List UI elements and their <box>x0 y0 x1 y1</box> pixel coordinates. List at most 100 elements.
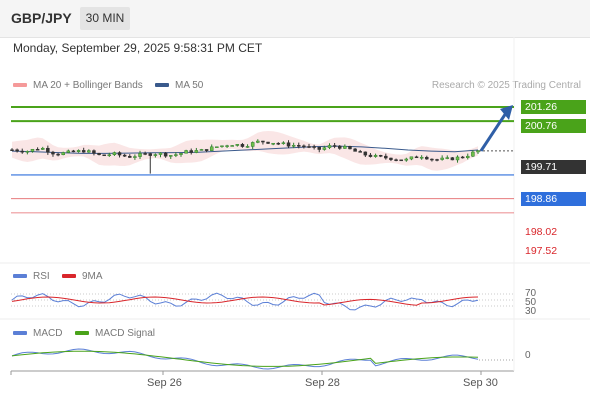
rsi-ma-swatch <box>62 274 76 279</box>
candle-body <box>414 156 419 159</box>
level-box-198-86: 198.86 <box>521 192 586 206</box>
candle-body <box>189 150 193 153</box>
legend-rsi-label: RSI <box>33 271 50 282</box>
candle-body <box>291 145 296 147</box>
candle-body <box>373 155 378 157</box>
macd-zero-tick: 0 <box>525 350 531 361</box>
candle-body <box>153 154 158 156</box>
ma50-swatch <box>155 83 169 88</box>
candle-body <box>261 140 265 143</box>
candle-body <box>138 153 142 157</box>
legend-ma-bb-label: MA 20 + Bollinger Bands <box>33 80 143 91</box>
candle-body <box>343 145 347 149</box>
x-tick-sep30: Sep 30 <box>463 377 498 389</box>
level-box-201-26: 201.26 <box>521 100 586 114</box>
candle-body <box>215 146 219 148</box>
candle-body <box>199 149 204 151</box>
candle-body <box>163 152 168 157</box>
candle-body <box>97 152 101 156</box>
candle-body <box>148 153 153 156</box>
candle-body <box>209 146 214 151</box>
candle-body <box>409 156 414 160</box>
candle-body <box>460 156 465 159</box>
candle-body <box>327 145 332 148</box>
candle-body <box>51 151 55 155</box>
rsi-ma-line <box>11 296 479 306</box>
legend-macd-label: MACD <box>33 328 63 339</box>
candle-body <box>40 147 45 150</box>
candle-body <box>297 145 301 147</box>
candle-body <box>240 144 245 147</box>
candle-body <box>312 146 316 148</box>
candle-body <box>307 146 311 148</box>
candle-body <box>358 151 362 153</box>
chart-header: GBP/JPY 30 MIN <box>0 0 590 38</box>
rsi-tick-70: 70 <box>525 288 537 299</box>
legend-rsi-ma-label: 9MA <box>82 271 103 282</box>
candle-body <box>394 159 398 161</box>
candle-body <box>184 150 188 154</box>
candle-body <box>419 156 424 159</box>
candle-body <box>476 150 480 153</box>
candle-body <box>30 148 35 152</box>
rsi-tick-30: 30 <box>525 306 537 317</box>
candle-body <box>430 158 434 161</box>
candle-body <box>317 146 322 150</box>
candle-body <box>235 144 240 146</box>
candle-body <box>194 150 199 153</box>
candle-body <box>143 153 147 155</box>
candle-body <box>128 155 132 158</box>
candle-body <box>440 157 444 160</box>
rsi-swatch <box>13 274 27 279</box>
forecast-arrow-head <box>500 105 513 120</box>
candle-body <box>245 146 250 148</box>
candle-body <box>92 150 96 154</box>
candle-body <box>348 145 352 150</box>
ma-bb-swatch <box>13 83 27 88</box>
candle-body <box>250 142 255 147</box>
candle-body <box>281 142 286 144</box>
currency-pair: GBP/JPY <box>11 10 72 26</box>
candle-body <box>61 152 65 156</box>
candle-body <box>363 151 368 156</box>
candle-body <box>445 157 450 159</box>
candle-body <box>435 159 439 161</box>
macd-line <box>11 348 479 370</box>
candle-body <box>378 155 383 157</box>
level-label-197-52: 197.52 <box>525 245 558 257</box>
legend-rsi-ma: 9MA <box>62 271 103 282</box>
x-tick-sep28: Sep 28 <box>305 377 340 389</box>
candle-body <box>286 142 291 147</box>
candle-body <box>25 151 30 153</box>
timeframe-button[interactable]: 30 MIN <box>80 7 130 30</box>
candle-body <box>466 155 470 158</box>
candle-body <box>10 149 14 151</box>
legend-signal-label: MACD Signal <box>95 328 156 339</box>
candle-body <box>256 140 260 143</box>
candle-body <box>35 148 40 151</box>
candle-body <box>122 154 127 157</box>
candle-body <box>332 145 337 147</box>
candle-body <box>220 145 224 148</box>
signal-swatch <box>75 331 89 336</box>
candle-body <box>71 150 76 153</box>
candle-body <box>389 157 393 160</box>
candle-body <box>107 154 112 156</box>
candle-body <box>204 149 209 151</box>
candle-body <box>112 152 117 155</box>
rsi-tick-50: 50 <box>525 297 537 308</box>
candle-body <box>368 154 373 157</box>
legend-macd: MACD <box>13 328 62 339</box>
candle-body <box>322 147 327 150</box>
candle-body <box>225 145 229 147</box>
x-tick-sep26: Sep 26 <box>147 377 182 389</box>
candle-body <box>179 153 183 155</box>
candle-body <box>337 145 342 149</box>
candle-body <box>66 150 71 153</box>
candle-body <box>81 150 86 153</box>
candle-body <box>384 155 388 159</box>
level-box-200-76: 200.76 <box>521 119 586 133</box>
candle-body <box>276 142 281 145</box>
ma50-line <box>11 145 479 154</box>
